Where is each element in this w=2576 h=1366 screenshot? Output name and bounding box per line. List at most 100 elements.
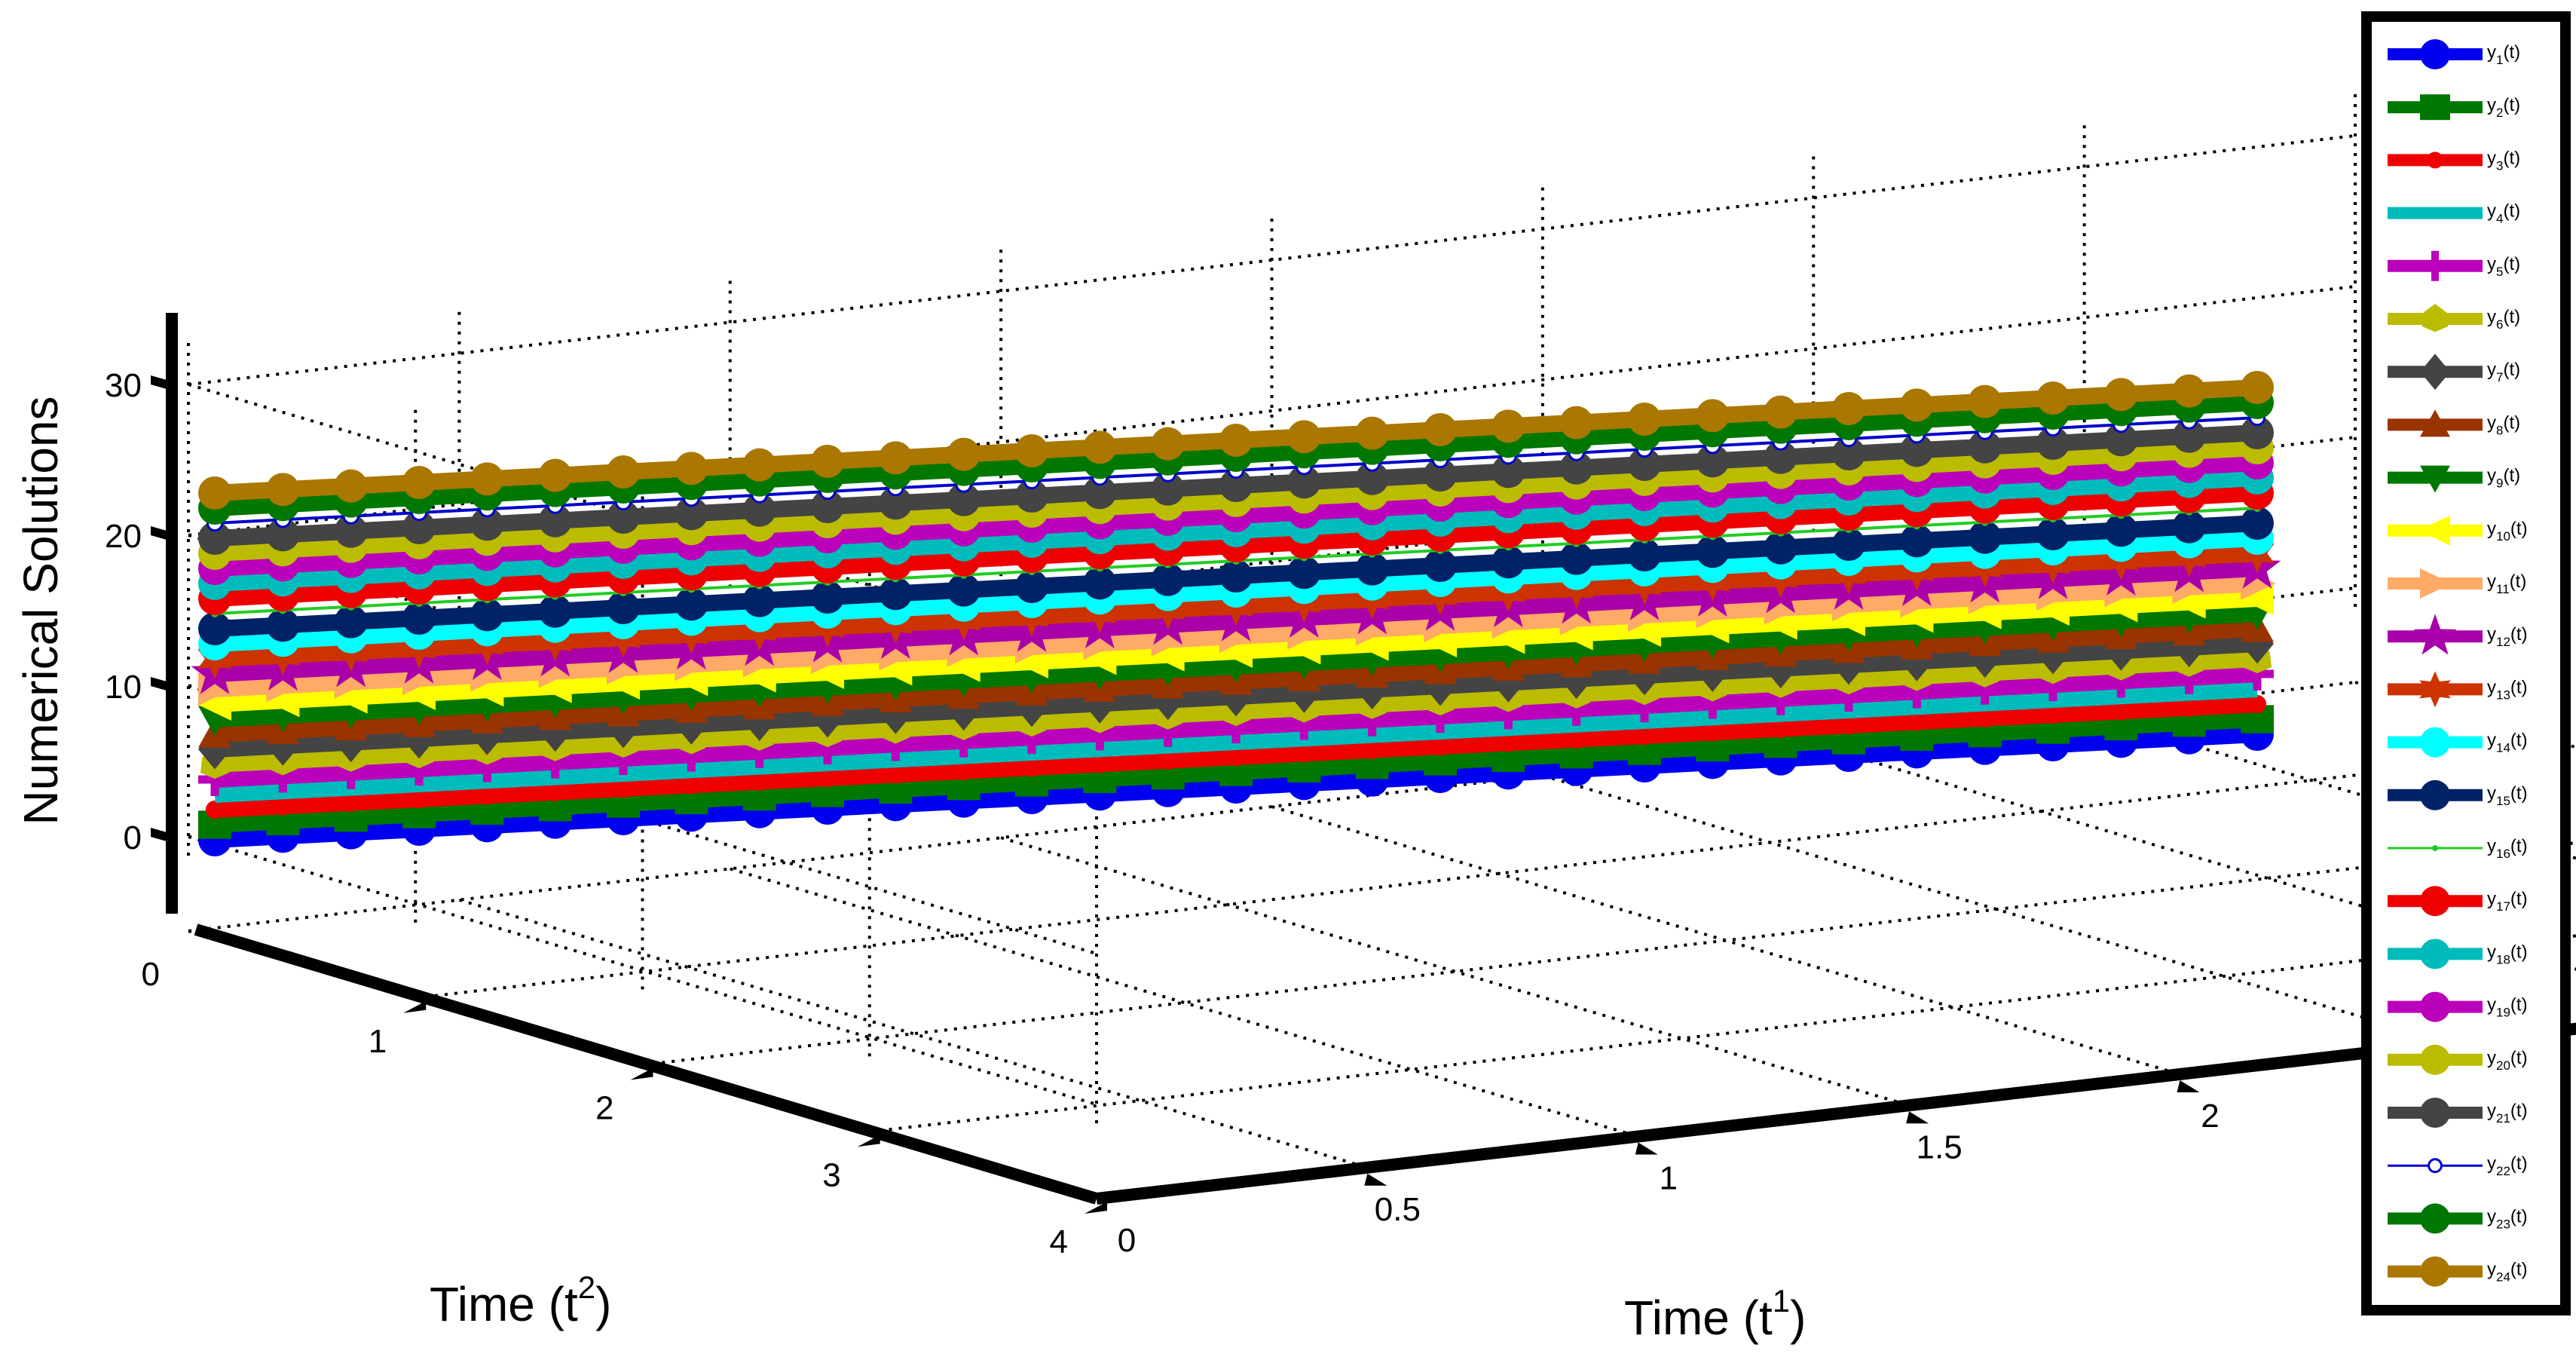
t1-axis-line: [1097, 950, 2576, 1199]
legend-swatch-marker: [2429, 1159, 2442, 1172]
series-marker: [1159, 752, 1177, 770]
series-marker: [470, 462, 503, 495]
series-marker: [1083, 430, 1116, 464]
series-marker: [1900, 388, 1933, 421]
series-marker: [2112, 702, 2130, 720]
t1-tick-label: 1: [1660, 1160, 1678, 1197]
series-marker: [2241, 371, 2274, 404]
floor-grid-line-t2: [643, 816, 2576, 1065]
t2-tick-label: 0: [142, 956, 160, 993]
series-marker: [1219, 424, 1253, 457]
t1-tick-mark: [1635, 1143, 1658, 1155]
legend-swatch-marker: [2420, 886, 2450, 916]
series-marker: [2036, 381, 2070, 415]
legend-swatch-marker: [2432, 845, 2438, 851]
series-marker: [1424, 413, 1457, 446]
series-marker: [818, 769, 837, 787]
t1-tick-label: 2: [2201, 1098, 2219, 1135]
t1-tick-mark: [1364, 1174, 1387, 1186]
series-marker: [1969, 385, 2002, 418]
series-marker: [266, 473, 299, 506]
t1-tick-label: 0: [1118, 1222, 1136, 1259]
series-marker: [198, 476, 231, 510]
series-marker: [1499, 734, 1517, 752]
series-marker: [1772, 720, 1790, 738]
t1-axis-label: Time (t1): [1624, 1283, 1806, 1345]
series-marker: [811, 445, 844, 478]
legend-swatch-marker: [2420, 780, 2450, 810]
t1-axis-label-sup: 1: [1773, 1283, 1790, 1319]
series-marker: [1635, 727, 1654, 745]
t2-tick-label: 3: [822, 1156, 840, 1193]
series-marker: [342, 794, 360, 812]
series-marker: [1764, 396, 1797, 429]
series-marker: [2104, 378, 2137, 411]
series-marker: [2180, 699, 2198, 717]
legend-swatch-marker: [2420, 727, 2450, 758]
series-marker: [1091, 755, 1109, 773]
series-marker: [2173, 375, 2206, 408]
series-marker: [675, 452, 708, 485]
t1-axis-label-text: Time (t: [1624, 1291, 1773, 1345]
legend-swatch-marker: [2420, 992, 2450, 1022]
series-marker: [743, 449, 776, 482]
z-tick-label: 20: [105, 518, 142, 555]
z-tick-label: 30: [105, 367, 142, 404]
z-axis-label: Numerical Solutions: [14, 396, 68, 825]
legend: y1(t)y2(t)y3(t)y4(t)y5(t)y6(t)y7(t)y8(t)…: [2366, 17, 2565, 1310]
series-marker: [1295, 744, 1313, 762]
legend-swatch-marker: [2420, 39, 2450, 69]
t2-axis-label-close: ): [595, 1277, 611, 1331]
floor-grid-line-t2: [1097, 950, 2576, 1199]
floor-grid-line-t1: [730, 869, 1638, 1137]
series-marker: [206, 801, 224, 819]
legend-swatch-marker: [2420, 1203, 2450, 1233]
t2-tick-mark: [631, 1068, 653, 1080]
series-marker: [879, 441, 912, 474]
floor-grid-line-t2: [870, 883, 2576, 1132]
series-marker: [402, 466, 436, 499]
t2-tick-mark: [1085, 1202, 1107, 1214]
series-marker: [886, 765, 904, 783]
series-marker: [274, 797, 292, 815]
t2-axis-label: Time (t2): [430, 1270, 611, 1331]
series-marker: [1840, 716, 1858, 734]
legend-swatch-marker: [2420, 939, 2450, 969]
series-marker: [682, 776, 700, 794]
series-marker: [1015, 434, 1048, 467]
series-marker: [614, 779, 632, 798]
z-tick-label: 0: [124, 819, 142, 856]
series-marker: [1628, 403, 1661, 436]
series-marker: [335, 470, 368, 503]
series-marker: [955, 762, 973, 780]
legend-swatch-marker: [2420, 1257, 2450, 1287]
series-marker: [947, 438, 981, 471]
series-marker: [546, 783, 564, 801]
series-marker: [1568, 730, 1586, 749]
t2-tick-label: 1: [369, 1023, 387, 1060]
series-marker: [1363, 741, 1381, 759]
series-marker: [1696, 399, 1729, 432]
t2-axis-label-sup: 2: [578, 1270, 595, 1305]
series-layer: [191, 371, 2281, 856]
series-marker: [478, 786, 496, 804]
series-marker: [1356, 417, 1389, 450]
series-marker: [1560, 406, 1593, 440]
series-marker: [1023, 758, 1041, 776]
t2-tick-label: 4: [1050, 1224, 1068, 1260]
series-marker: [1287, 420, 1320, 453]
legend-swatch-marker: [2420, 1098, 2450, 1128]
t1-tick-mark: [1906, 1111, 1929, 1123]
series-marker: [1908, 712, 1926, 730]
series-marker: [751, 773, 769, 791]
t2-tick-mark: [403, 1001, 426, 1013]
series-marker: [410, 790, 428, 808]
series-marker: [1152, 427, 1185, 461]
series-marker: [2044, 706, 2062, 724]
t2-axis-label-text: Time (t: [430, 1277, 578, 1331]
series-marker: [1832, 392, 1865, 425]
legend-swatch-marker: [2427, 152, 2443, 168]
t1-tick-mark: [2177, 1080, 2200, 1092]
